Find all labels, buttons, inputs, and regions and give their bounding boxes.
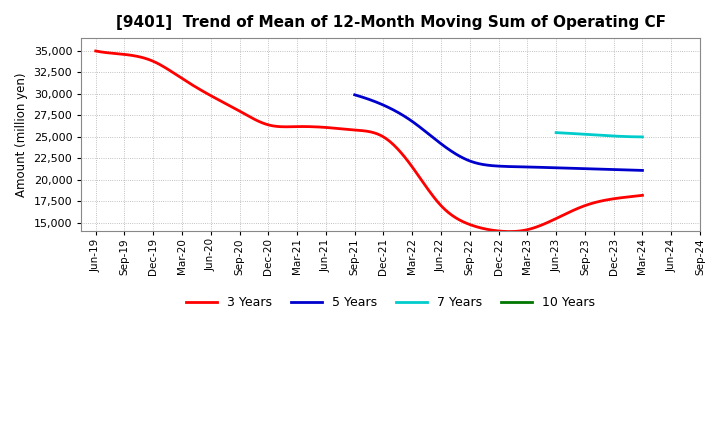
5 Years [521, 164, 529, 169]
3 Years [638, 193, 647, 198]
3 Years [505, 229, 513, 234]
5 Years [638, 168, 647, 173]
5 Years [611, 167, 620, 172]
7 Years [552, 130, 561, 135]
3 Years [589, 200, 598, 205]
5 Years [522, 164, 531, 169]
5 Years [526, 165, 535, 170]
Line: 3 Years: 3 Years [96, 51, 642, 231]
Legend: 3 Years, 5 Years, 7 Years, 10 Years: 3 Years, 5 Years, 7 Years, 10 Years [181, 291, 600, 314]
5 Years [351, 92, 359, 97]
3 Years [426, 190, 435, 195]
7 Years [603, 133, 612, 138]
3 Years [91, 48, 100, 54]
7 Years [638, 134, 647, 139]
7 Years [603, 133, 611, 138]
7 Years [624, 134, 633, 139]
Y-axis label: Amount (million yen): Amount (million yen) [15, 73, 28, 197]
Line: 5 Years: 5 Years [355, 95, 642, 170]
3 Years [93, 49, 102, 54]
7 Years [605, 133, 613, 139]
3 Years [417, 177, 426, 182]
5 Years [351, 92, 360, 98]
3 Years [415, 174, 423, 180]
7 Years [630, 134, 639, 139]
3 Years [554, 215, 562, 220]
7 Years [552, 130, 560, 135]
Title: [9401]  Trend of Mean of 12-Month Moving Sum of Operating CF: [9401] Trend of Mean of 12-Month Moving … [116, 15, 666, 30]
Line: 7 Years: 7 Years [556, 132, 642, 137]
5 Years [593, 166, 601, 172]
